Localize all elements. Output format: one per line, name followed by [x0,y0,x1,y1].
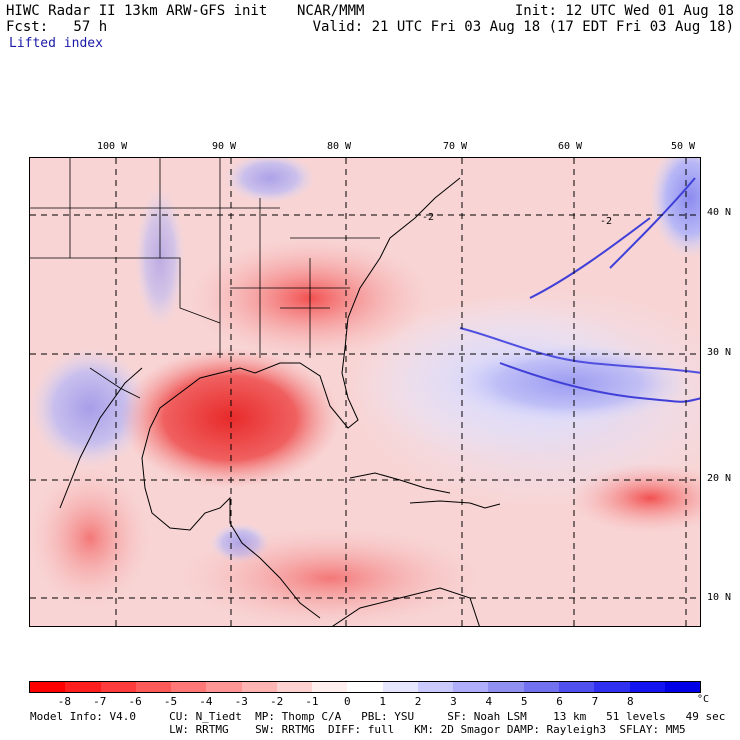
lon-label-90w: 90 W [212,141,237,152]
forecast-hour: Fcst: 57 h [6,19,108,35]
lon-label-70w: 70 W [443,141,468,152]
colorbar-tick-label: -4 [199,695,213,708]
colorbar-swatch [241,682,277,692]
colorbar-tick-label: 0 [344,695,351,708]
tropical-atlantic-unstable [570,463,700,533]
colorbar-tick-label: -6 [128,695,142,708]
colorbar-swatch [558,682,595,692]
gulf-unstable-region [120,348,340,488]
lat-label-40n: 40 N [707,207,732,218]
colorbar-swatch [629,682,665,692]
atlantic-streak-2 [499,362,700,403]
colorbar-tick-label: 4 [485,695,493,708]
atlantic-streak-1 [459,327,700,374]
lat-label-30n: 30 N [707,347,732,358]
colorbar-swatch [382,682,418,692]
atlantic-blue-band [450,343,690,423]
atlantic-streak-4 [609,177,696,269]
colorbar-swatch [100,682,136,692]
pacific-unstable [30,468,150,608]
model-info-line-2: LW: RRTMG SW: RRTMG DIFF: full KM: 2D Sm… [30,723,686,736]
colorbar-tick-label: 1 [379,695,386,708]
colorbar-tick-label: 3 [450,695,457,708]
colorbar-swatch [30,682,66,692]
colorbar-swatch [347,682,383,692]
colorbar-tick-label: -2 [269,695,284,708]
valid-time: Valid: 21 UTC Fri 03 Aug 18 (17 EDT Fri … [312,19,734,35]
colorbar-swatch [594,682,630,692]
mexico-stable-region [30,348,150,468]
colorbar-tick-label: -7 [93,695,107,708]
lon-label-50w: 50 W [671,141,696,152]
colorbar-swatch [523,682,559,692]
colorbar-swatch [171,682,207,692]
lifted-index-map: -2 -2 [29,157,701,627]
colorbar-swatch [65,682,101,692]
colorbar-tick-label: -3 [234,695,248,708]
colorbar-swatch [453,682,489,692]
contour-label-2: -2 [600,216,612,227]
colorbar-tick-label: 2 [414,695,422,708]
contour-label-1: -2 [422,212,434,223]
great-lakes-blue [225,158,315,203]
lon-label-80w: 80 W [327,141,352,152]
colorbar-tick-label: 8 [626,695,634,708]
init-time: Init: 12 UTC Wed 01 Aug 18 [514,3,734,19]
political-borders [30,158,380,399]
colorbar-swatch [206,682,242,692]
colorbar [29,681,701,693]
colorbar-swatch [276,682,313,692]
colorbar-unit: °C [697,694,710,705]
colorbar-tick-label: -8 [57,695,71,708]
colorbar-swatch [417,682,454,692]
field-name: Lifted index [9,36,103,51]
coastlines [59,177,501,626]
organization-label: NCAR/MMM [297,3,365,19]
map-svg: -2 -2 [30,158,700,626]
colorbar-tick-label: -1 [305,695,319,708]
colorbar-swatch [664,682,701,692]
model-title: HIWC Radar II 13km ARW-GFS init [6,3,268,19]
lat-label-10n: 10 N [707,592,732,603]
lat-lon-grid [30,158,700,626]
northeast-blue-patch [650,158,700,258]
colorbar-tick-label: 5 [520,695,528,708]
lon-label-100w: 100 W [97,141,128,152]
atlantic-streak-3 [529,217,651,299]
caribbean-unstable [180,528,480,626]
lat-label-20n: 20 N [707,473,732,484]
colorbar-swatch [488,682,524,692]
colorbar-swatch [312,682,348,692]
colorbar-swatch [135,682,172,692]
lon-label-60w: 60 W [558,141,583,152]
colorbar-tick-label: -5 [163,695,178,708]
colorbar-tick-label: 6 [556,695,563,708]
model-info-line-1: Model Info: V4.0 CU: N_Tiedt MP: Thomp C… [30,710,726,723]
colorbar-tick-label: 7 [591,695,599,708]
